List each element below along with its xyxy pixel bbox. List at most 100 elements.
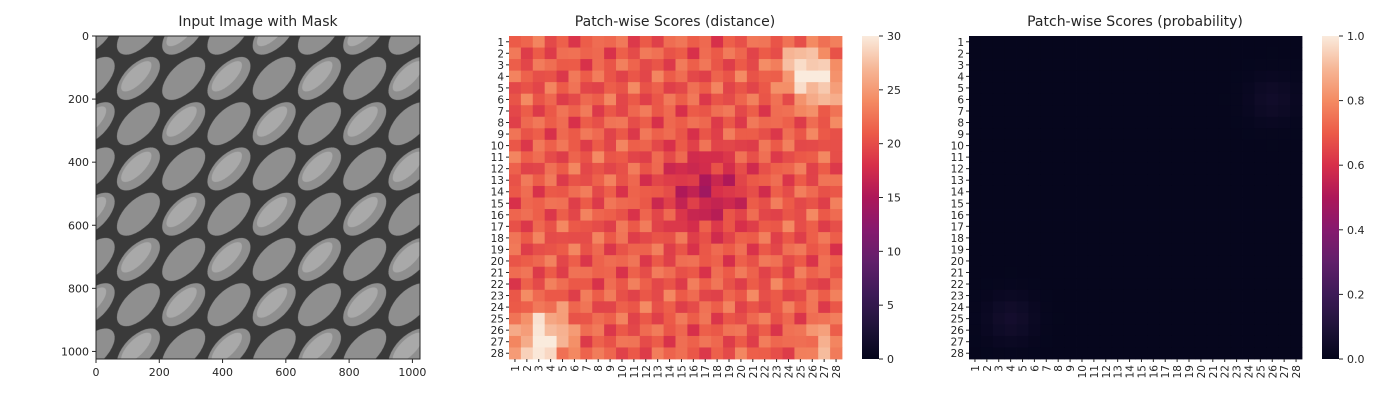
heatmap-cell bbox=[830, 209, 843, 221]
heatmap-cell bbox=[1087, 139, 1101, 152]
heatmap-cell bbox=[1171, 347, 1184, 360]
heatmap-cell bbox=[580, 255, 593, 268]
heatmap-cell bbox=[627, 324, 641, 337]
heatmap-cell bbox=[592, 347, 605, 360]
heatmap-cell bbox=[556, 151, 569, 164]
heatmap-cell bbox=[1290, 82, 1303, 95]
heatmap-cell bbox=[532, 105, 546, 118]
probability-heatmap-row-labels: 1234567891011121314151617181920212223242… bbox=[951, 37, 969, 360]
heatmap-cell bbox=[627, 335, 641, 348]
x-tick-label: 0 bbox=[93, 366, 100, 379]
heatmap-cell bbox=[806, 162, 819, 175]
heatmap-cell bbox=[1290, 347, 1303, 360]
heatmap-cell bbox=[1135, 162, 1148, 175]
heatmap-cell bbox=[687, 174, 700, 187]
heatmap-cell bbox=[734, 185, 748, 198]
row-label: 21 bbox=[951, 267, 964, 279]
col-label: 26 bbox=[1267, 365, 1279, 379]
heatmap-cell bbox=[675, 128, 688, 141]
heatmap-cell bbox=[770, 220, 783, 233]
heatmap-cell bbox=[568, 47, 581, 60]
heatmap-cell bbox=[1266, 185, 1279, 198]
heatmap-cell bbox=[1206, 105, 1220, 118]
heatmap-cell bbox=[1242, 335, 1255, 348]
heatmap-cell bbox=[580, 82, 593, 95]
heatmap-cell bbox=[711, 324, 724, 337]
row-label: 1 bbox=[957, 37, 964, 49]
row-label: 8 bbox=[957, 118, 964, 130]
heatmap-cell bbox=[992, 82, 1006, 95]
heatmap-cell bbox=[1147, 116, 1160, 129]
heatmap-cell bbox=[1194, 174, 1208, 187]
heatmap-cell bbox=[651, 347, 664, 360]
heatmap-cell bbox=[592, 116, 605, 129]
heatmap-cell bbox=[758, 47, 772, 60]
heatmap-cell bbox=[1004, 36, 1017, 48]
heatmap-cell bbox=[723, 116, 736, 129]
heatmap-cell bbox=[651, 243, 664, 256]
heatmap-cell bbox=[1111, 347, 1124, 360]
heatmap-cell bbox=[1159, 162, 1172, 175]
heatmap-cell bbox=[1135, 128, 1148, 141]
heatmap-cell bbox=[1171, 255, 1184, 268]
heatmap-cell bbox=[663, 255, 676, 268]
heatmap-cell bbox=[1147, 266, 1160, 279]
heatmap-cell bbox=[556, 312, 569, 325]
heatmap-cell bbox=[1266, 162, 1279, 175]
heatmap-cell bbox=[1278, 128, 1291, 141]
heatmap-cell bbox=[1206, 151, 1220, 164]
heatmap-cell bbox=[818, 162, 831, 175]
heatmap-cell bbox=[520, 36, 534, 48]
row-label: 14 bbox=[951, 187, 965, 199]
heatmap-cell bbox=[1099, 70, 1113, 83]
row-label: 12 bbox=[491, 164, 504, 176]
row-label: 22 bbox=[491, 279, 504, 291]
col-label: 24 bbox=[1243, 365, 1255, 379]
heatmap-cell bbox=[1183, 289, 1196, 302]
heatmap-cell bbox=[639, 197, 653, 210]
heatmap-cell bbox=[568, 82, 581, 95]
heatmap-cell bbox=[1183, 82, 1196, 95]
heatmap-cell bbox=[1230, 128, 1243, 141]
heatmap-cell bbox=[1194, 162, 1208, 175]
heatmap-cell bbox=[1076, 185, 1089, 198]
heatmap-cell bbox=[568, 255, 581, 268]
heatmap-cell bbox=[818, 185, 831, 198]
heatmap-cell bbox=[746, 47, 760, 60]
heatmap-cell bbox=[734, 174, 748, 187]
heatmap-cell bbox=[580, 209, 593, 221]
heatmap-cell bbox=[1040, 312, 1053, 325]
heatmap-cell bbox=[830, 278, 843, 291]
heatmap-cell bbox=[568, 301, 581, 314]
heatmap-cell bbox=[1123, 220, 1136, 233]
heatmap-cell bbox=[711, 289, 724, 302]
heatmap-cell bbox=[1135, 36, 1148, 48]
heatmap-cell bbox=[806, 47, 819, 60]
heatmap-cell bbox=[580, 105, 593, 118]
heatmap-cell bbox=[1290, 128, 1303, 141]
heatmap-cell bbox=[1087, 128, 1101, 141]
heatmap-cell bbox=[1099, 209, 1113, 221]
heatmap-cell bbox=[1183, 162, 1196, 175]
heatmap-cell bbox=[1254, 347, 1267, 360]
heatmap-cell bbox=[782, 36, 795, 48]
heatmap-cell bbox=[830, 335, 843, 348]
heatmap-cell bbox=[663, 139, 676, 152]
heatmap-cell bbox=[992, 278, 1006, 291]
heatmap-cell bbox=[639, 232, 653, 245]
heatmap-cell bbox=[1028, 105, 1041, 118]
heatmap-cell bbox=[1254, 185, 1267, 198]
heatmap-cell bbox=[782, 151, 795, 164]
heatmap-cell bbox=[568, 70, 581, 83]
heatmap-cell bbox=[806, 289, 819, 302]
heatmap-cell bbox=[770, 93, 783, 106]
heatmap-cell bbox=[746, 335, 760, 348]
heatmap-cell bbox=[568, 347, 581, 360]
heatmap-cell bbox=[1242, 347, 1255, 360]
heatmap-cell bbox=[1111, 266, 1124, 279]
heatmap-cell bbox=[592, 220, 605, 233]
heatmap-cell bbox=[1171, 36, 1184, 48]
heatmap-cell bbox=[604, 139, 617, 152]
heatmap-cell bbox=[806, 232, 819, 245]
heatmap-cell bbox=[1206, 335, 1220, 348]
